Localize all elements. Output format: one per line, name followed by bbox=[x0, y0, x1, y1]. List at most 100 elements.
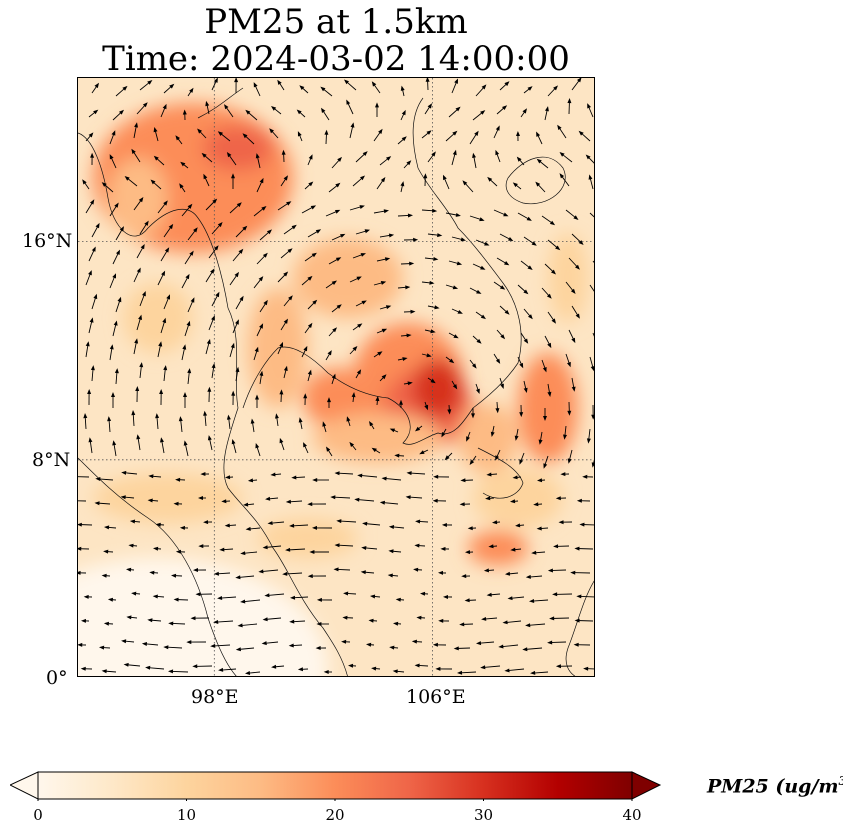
wind-arrow-head bbox=[321, 107, 326, 113]
wind-arrow-head bbox=[206, 338, 211, 345]
wind-arrow-head bbox=[461, 574, 467, 579]
wind-arrow-head bbox=[114, 368, 119, 374]
wind-arrow-head bbox=[147, 498, 153, 503]
wind-arrow-head bbox=[481, 617, 487, 621]
wind-arrow-head bbox=[425, 78, 430, 82]
wind-arrow-head bbox=[88, 437, 93, 443]
wind-arrow-head bbox=[536, 131, 541, 137]
wind-arrow-head bbox=[381, 476, 387, 481]
wind-arrow-head bbox=[401, 109, 406, 116]
wind-arrow-head bbox=[320, 86, 326, 92]
wind-arrow-head bbox=[356, 276, 362, 281]
wind-arrow-head bbox=[80, 666, 86, 671]
wind-arrow-head bbox=[279, 437, 284, 444]
wind-arrow-head bbox=[454, 78, 458, 84]
wind-arrow-head bbox=[160, 437, 164, 443]
wind-arrow-head bbox=[182, 109, 187, 115]
wind-arrow-head bbox=[426, 130, 432, 135]
wind-arrow-head bbox=[536, 158, 542, 164]
wind-arrow-head bbox=[384, 257, 391, 262]
wind-arrow-head bbox=[545, 106, 549, 112]
wind-arrow-head bbox=[168, 621, 174, 626]
pm25-blob bbox=[203, 125, 273, 171]
wind-arrow-head bbox=[163, 365, 168, 371]
map-panel bbox=[77, 77, 595, 677]
map-canvas bbox=[78, 78, 594, 676]
wind-arrow-head bbox=[166, 294, 170, 300]
wind-arrow-head bbox=[144, 220, 149, 226]
wind-arrow-head bbox=[213, 620, 219, 624]
wind-arrow-head bbox=[343, 591, 349, 596]
wind-arrow-head bbox=[495, 408, 500, 414]
wind-arrow-head bbox=[360, 253, 366, 257]
wind-arrow-head bbox=[336, 304, 342, 309]
wind-arrow-shaft bbox=[589, 284, 594, 292]
wind-arrow-head bbox=[121, 639, 127, 644]
wind-arrow-head bbox=[190, 616, 196, 621]
wind-arrow-head bbox=[219, 547, 225, 552]
wind-arrow-head bbox=[406, 160, 412, 166]
wind-arrow-head bbox=[531, 241, 537, 246]
pm25-blob bbox=[458, 403, 518, 473]
wind-arrow-head bbox=[289, 523, 295, 528]
wind-arrow-head bbox=[523, 289, 529, 295]
wind-arrow-head bbox=[471, 413, 475, 419]
wind-arrow-head bbox=[495, 358, 501, 364]
wind-arrow-head bbox=[409, 261, 415, 266]
wind-arrow-head bbox=[480, 110, 486, 115]
wind-arrow-head bbox=[171, 573, 177, 578]
wind-arrow-head bbox=[542, 367, 547, 373]
wind-arrow-head bbox=[275, 413, 279, 419]
wind-arrow-head bbox=[452, 149, 457, 156]
wind-arrow-head bbox=[163, 645, 169, 650]
wind-arrow-head bbox=[192, 664, 198, 669]
wind-arrow-head bbox=[258, 569, 264, 574]
wind-arrow-head bbox=[109, 344, 114, 350]
wind-arrow-head bbox=[78, 642, 83, 647]
wind-arrow-head bbox=[486, 472, 492, 477]
wind-arrow-head bbox=[433, 257, 439, 261]
wind-arrow-head bbox=[335, 182, 341, 188]
coastline-path bbox=[242, 97, 522, 445]
wind-arrow-head bbox=[187, 368, 192, 374]
wind-arrow-head bbox=[225, 475, 231, 480]
wind-arrow-head bbox=[549, 616, 555, 621]
wind-arrow-head bbox=[159, 389, 164, 394]
wind-arrow-head bbox=[262, 545, 268, 550]
wind-arrow-head bbox=[402, 357, 408, 361]
wind-arrow-head bbox=[203, 410, 208, 416]
wind-arrow-head bbox=[240, 551, 246, 556]
wind-arrow-head bbox=[457, 670, 463, 675]
pm25-blob bbox=[258, 518, 358, 558]
wind-arrow-head bbox=[504, 309, 510, 315]
wind-arrow-head bbox=[83, 594, 89, 599]
wind-arrow-head bbox=[281, 149, 286, 155]
wind-arrow-head bbox=[111, 392, 115, 397]
wind-arrow-head bbox=[361, 546, 367, 550]
wind-arrow-head bbox=[114, 202, 119, 208]
wind-arrow-head bbox=[438, 618, 444, 623]
wind-arrow-head bbox=[498, 644, 504, 649]
wind-arrow-head bbox=[111, 130, 116, 136]
wind-arrow-head bbox=[480, 665, 486, 670]
wind-arrow-head bbox=[573, 642, 579, 647]
wind-arrow-head bbox=[237, 623, 243, 628]
wind-arrow-head bbox=[332, 327, 337, 333]
wind-arrow-head bbox=[283, 365, 288, 371]
wind-arrow-head bbox=[271, 664, 277, 669]
wind-arrow-head bbox=[116, 249, 120, 255]
wind-arrow-head bbox=[432, 642, 438, 647]
pm25-blob bbox=[548, 233, 588, 323]
wind-arrow-head bbox=[381, 328, 388, 333]
wind-arrow-head bbox=[312, 299, 318, 305]
wind-arrow-head bbox=[78, 570, 81, 575]
wind-arrow-head bbox=[149, 570, 155, 575]
wind-arrow-head bbox=[455, 213, 461, 217]
wind-arrow-head bbox=[283, 271, 289, 277]
wind-arrow-head bbox=[576, 498, 582, 503]
wind-arrow-head bbox=[218, 667, 224, 672]
wind-arrow-head bbox=[507, 596, 513, 601]
wind-arrow-head bbox=[371, 81, 377, 87]
wind-arrow-head bbox=[527, 86, 533, 91]
wind-arrow-head bbox=[126, 567, 132, 572]
